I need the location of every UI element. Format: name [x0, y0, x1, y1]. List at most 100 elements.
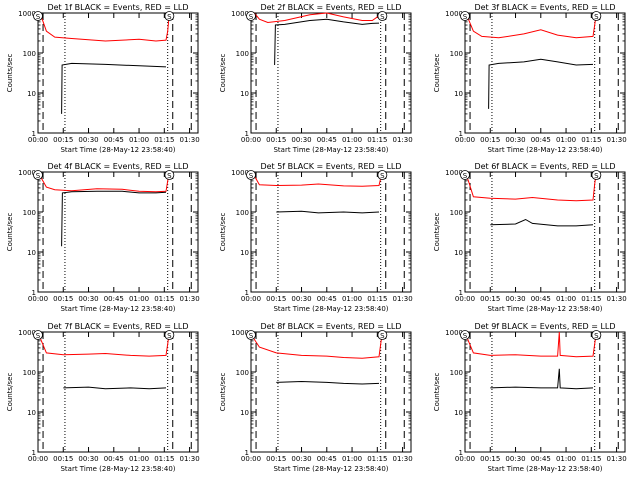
x-axis-label: Start Time (28-May-12 23:58:40) [487, 146, 602, 154]
x-tick-label: 00:00 [241, 136, 261, 144]
y-tick-label: 1 [32, 449, 36, 457]
saa-marker-label: S [167, 13, 172, 21]
plot-frame [464, 331, 626, 453]
y-tick-label: 1000 [231, 10, 249, 18]
x-tick-label: 00:15 [480, 295, 500, 303]
x-tick-label: 00:15 [53, 136, 73, 144]
x-tick-label: 00:15 [480, 455, 500, 463]
x-tick-label: 01:00 [556, 455, 576, 463]
y-tick-label: 1000 [231, 329, 249, 337]
x-tick-label: 01:30 [392, 295, 412, 303]
saa-marker-label: S [167, 172, 172, 180]
x-tick-label: 01:15 [581, 455, 601, 463]
lld-series-line [37, 331, 170, 357]
saa-marker-label: S [380, 172, 385, 180]
x-tick-label: 01:15 [581, 136, 601, 144]
x-tick-label: 01:15 [154, 455, 174, 463]
saa-marker-circle [591, 330, 602, 340]
x-axis-label: Start Time (28-May-12 23:58:40) [487, 305, 602, 313]
y-tick-label: 10 [240, 249, 249, 257]
x-tick-label: 01:30 [179, 136, 199, 144]
x-tick-label: 01:15 [581, 295, 601, 303]
saa-marker-label: S [463, 332, 468, 340]
events-series-line [63, 386, 167, 390]
plot-frame [464, 12, 626, 134]
y-tick-label: 100 [23, 369, 36, 377]
chart-title: Det 9f BLACK = Events, RED = LLD [474, 322, 615, 331]
saa-marker-label: S [594, 172, 599, 180]
saa-marker-circle [591, 11, 602, 21]
chart-panel-6: Det 6f BLACK = Events, RED = LLD Counts/s… [433, 162, 627, 313]
saa-marker-label: S [249, 172, 254, 180]
saa-marker-circle [460, 170, 470, 180]
chart-title: Det 5f BLACK = Events, RED = LLD [260, 162, 401, 171]
x-axis-label: Start Time (28-May-12 23:58:40) [273, 146, 388, 154]
x-tick-label: 00:45 [531, 455, 551, 463]
chart-panel-9: Det 9f BLACK = Events, RED = LLD Counts/s… [433, 322, 627, 473]
y-axis-label: Counts/sec [433, 213, 441, 252]
x-tick-label: 01:00 [129, 136, 149, 144]
events-series-line [276, 380, 380, 385]
x-tick-label: 00:00 [241, 295, 261, 303]
lld-series-line [251, 12, 383, 24]
y-tick-label: 10 [454, 249, 463, 257]
chart-panel-3: Det 3f BLACK = Events, RED = LLD Counts/s… [433, 3, 627, 154]
plot-frame [250, 331, 412, 453]
y-tick-label: 1 [459, 130, 463, 138]
y-tick-label: 1 [245, 449, 249, 457]
chart-panel-4: Det 4f BLACK = Events, RED = LLD Counts/s… [6, 162, 200, 313]
saa-marker-circle [377, 330, 388, 340]
x-tick-label: 00:45 [531, 295, 551, 303]
chart-panel-8: Det 8f BLACK = Events, RED = LLD Counts/s… [219, 322, 413, 473]
x-tick-label: 00:15 [266, 136, 286, 144]
y-tick-label: 1 [32, 130, 36, 138]
x-tick-label: 01:00 [342, 295, 362, 303]
x-tick-label: 00:15 [266, 295, 286, 303]
saa-marker-label: S [594, 332, 599, 340]
saa-marker-circle [460, 330, 470, 340]
y-tick-label: 1000 [445, 329, 463, 337]
x-axis-label: Start Time (28-May-12 23:58:40) [273, 465, 388, 473]
y-axis-label: Counts/sec [219, 54, 227, 93]
x-tick-label: 00:00 [28, 136, 48, 144]
saa-marker-circle [246, 330, 256, 340]
saa-marker-circle [246, 11, 256, 21]
x-axis-label: Start Time (28-May-12 23:58:40) [60, 146, 175, 154]
x-tick-label: 00:00 [455, 136, 475, 144]
saa-marker-label: S [36, 332, 41, 340]
x-tick-label: 01:30 [606, 136, 626, 144]
chart-title: Det 3f BLACK = Events, RED = LLD [474, 3, 615, 12]
lld-series-line [464, 12, 597, 39]
x-tick-label: 01:15 [367, 455, 387, 463]
saa-marker-circle [164, 330, 175, 340]
chart-panel-2: Det 2f BLACK = Events, RED = LLD Counts/s… [219, 3, 413, 154]
saa-marker-circle [460, 11, 470, 21]
y-tick-label: 10 [240, 409, 249, 417]
y-axis-label: Counts/sec [433, 54, 441, 93]
x-tick-label: 00:00 [28, 455, 48, 463]
x-tick-label: 01:30 [179, 295, 199, 303]
x-tick-label: 00:15 [53, 295, 73, 303]
lld-series-line [464, 171, 597, 202]
chart-title: Det 2f BLACK = Events, RED = LLD [260, 3, 401, 12]
y-axis-label: Counts/sec [6, 54, 14, 93]
x-axis-label: Start Time (28-May-12 23:58:40) [273, 305, 388, 313]
saa-marker-circle [377, 11, 388, 21]
x-tick-label: 00:45 [104, 455, 124, 463]
lld-series-line [250, 331, 383, 359]
y-tick-label: 1 [459, 449, 463, 457]
y-tick-label: 100 [236, 209, 249, 217]
plot-frame [37, 331, 199, 453]
y-tick-label: 10 [454, 90, 463, 98]
x-tick-label: 00:30 [291, 136, 311, 144]
y-axis-label: Counts/sec [219, 213, 227, 252]
saa-marker-circle [33, 170, 43, 180]
saa-marker-circle [164, 11, 175, 21]
saa-marker-label: S [167, 332, 172, 340]
x-tick-label: 01:15 [367, 295, 387, 303]
lld-series-line [37, 171, 170, 193]
x-axis-label: Start Time (28-May-12 23:58:40) [60, 465, 175, 473]
saa-marker-label: S [463, 172, 468, 180]
y-axis-label: Counts/sec [6, 373, 14, 412]
x-tick-label: 00:30 [505, 136, 525, 144]
